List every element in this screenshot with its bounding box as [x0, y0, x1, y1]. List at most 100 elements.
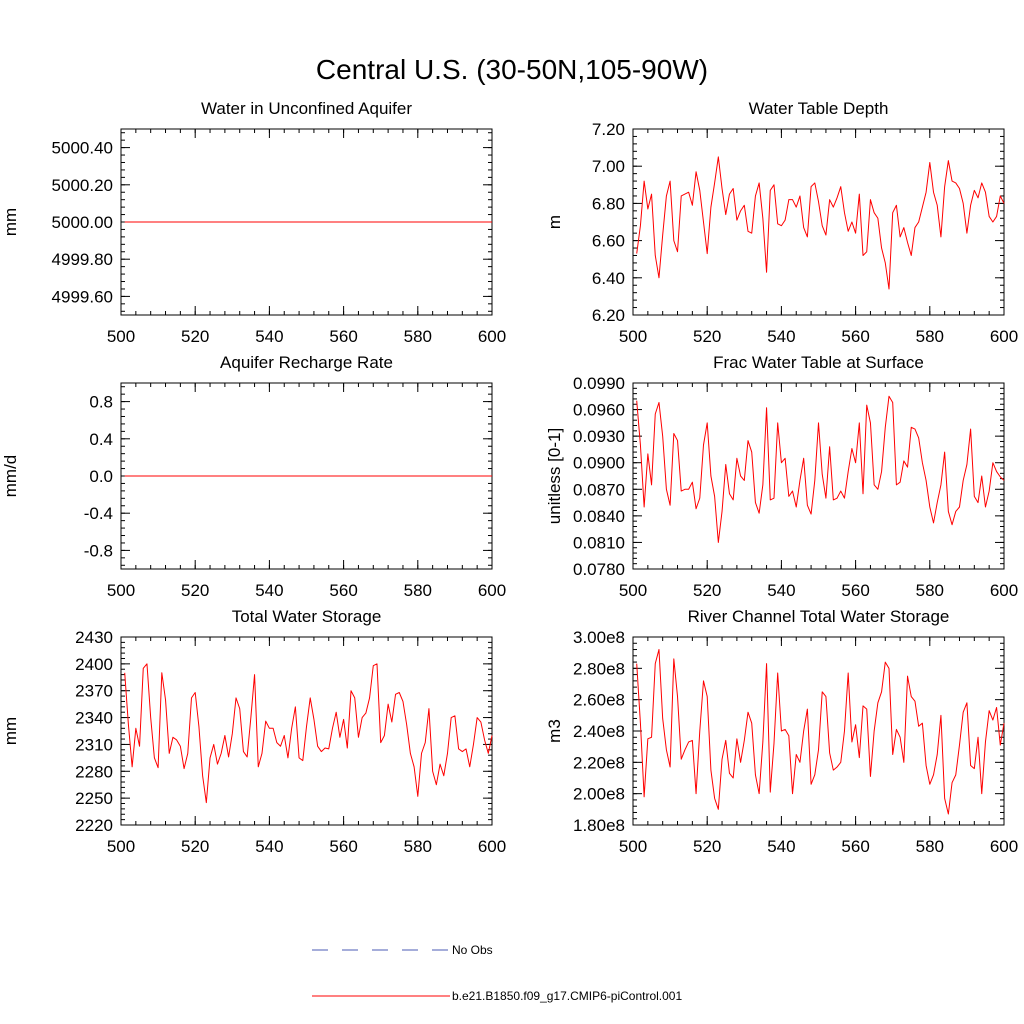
- x-tick-label: 500: [619, 327, 647, 346]
- panel-title: Aquifer Recharge Rate: [220, 353, 393, 372]
- series-line: [636, 156, 1005, 290]
- y-axis-title: mm: [1, 717, 20, 745]
- y-tick-label: 2220: [75, 816, 113, 835]
- x-tick-label: 520: [693, 581, 721, 600]
- x-tick-label: 580: [404, 581, 432, 600]
- y-axis-title: m3: [545, 719, 564, 743]
- x-tick-label: 500: [107, 837, 135, 856]
- x-tick-label: 580: [916, 837, 944, 856]
- panel-title: Water Table Depth: [749, 99, 889, 118]
- y-tick-label: 2.60e8: [573, 691, 625, 710]
- x-tick-label: 580: [404, 837, 432, 856]
- x-tick-label: 500: [619, 837, 647, 856]
- plot-frame: [120, 636, 493, 826]
- x-tick-label: 600: [990, 837, 1018, 856]
- y-tick-label: 0.0930: [573, 427, 625, 446]
- x-tick-label: 540: [767, 837, 795, 856]
- y-tick-label: 6.60: [592, 232, 625, 251]
- y-tick-label: 4999.80: [52, 250, 113, 269]
- x-tick-label: 560: [841, 837, 869, 856]
- y-tick-label: 5000.40: [52, 139, 113, 158]
- x-tick-label: 600: [478, 581, 506, 600]
- y-axis-title: unitless [0-1]: [545, 428, 564, 524]
- y-tick-label: -0.4: [84, 504, 113, 523]
- x-tick-label: 540: [255, 837, 283, 856]
- series-line: [636, 649, 1005, 815]
- panel-0: 500 520 540 560 580 600 4999.60 4999.80 5000.00 5…: [1, 99, 506, 346]
- y-tick-label: 2310: [75, 735, 113, 754]
- x-tick-label: 560: [841, 327, 869, 346]
- y-tick-label: 2.40e8: [573, 722, 625, 741]
- x-tick-label: 520: [693, 837, 721, 856]
- y-tick-label: 5000.20: [52, 176, 113, 195]
- y-tick-label: 2370: [75, 682, 113, 701]
- x-tick-label: 540: [767, 327, 795, 346]
- panel-1: 500 520 540 560 580 600 6.20 6.40 6.60 6.80 7.00 7.…: [545, 99, 1018, 346]
- x-tick-label: 600: [478, 327, 506, 346]
- y-tick-label: 2.00e8: [573, 785, 625, 804]
- x-tick-label: 540: [255, 581, 283, 600]
- panel-title: River Channel Total Water Storage: [688, 607, 950, 626]
- y-tick-label: 0.0: [89, 467, 113, 486]
- panel-title: Frac Water Table at Surface: [713, 353, 924, 372]
- panel-title: Water in Unconfined Aquifer: [201, 99, 412, 118]
- x-tick-label: 560: [329, 581, 357, 600]
- y-tick-label: 6.20: [592, 306, 625, 325]
- panel-2: 500 520 540 560 580 600 -0.8 -0.4 0.0 0.4 0.8 Aquif…: [1, 353, 506, 600]
- series-line: [636, 395, 1005, 543]
- x-tick-label: 560: [329, 327, 357, 346]
- x-tick-label: 520: [181, 837, 209, 856]
- y-tick-label: 0.0810: [573, 533, 625, 552]
- x-tick-label: 580: [916, 327, 944, 346]
- plot-frame: [632, 128, 1005, 316]
- y-tick-label: 0.0870: [573, 480, 625, 499]
- y-tick-label: 0.8: [89, 393, 113, 412]
- y-tick-label: 0.0840: [573, 507, 625, 526]
- y-tick-label: 2430: [75, 628, 113, 647]
- y-tick-label: 6.80: [592, 194, 625, 213]
- y-tick-label: 6.40: [592, 269, 625, 288]
- series-line: [124, 663, 493, 804]
- legend-label-no-obs: No Obs: [452, 943, 493, 957]
- panel-5: 500 520 540 560 580 600 1.80e8 2.00e8 2.20e8 2.40…: [545, 607, 1018, 856]
- y-tick-label: 2280: [75, 762, 113, 781]
- y-tick-label: 0.0960: [573, 401, 625, 420]
- panel-4: 500 520 540 560 580 600 2220 2250 2280 2310 2340 23…: [1, 607, 506, 856]
- y-axis-title: mm: [1, 208, 20, 236]
- x-tick-label: 540: [767, 581, 795, 600]
- y-tick-label: 0.0780: [573, 560, 625, 579]
- plot-frame: [632, 382, 1005, 570]
- y-tick-label: 2400: [75, 655, 113, 674]
- y-tick-label: 5000.00: [52, 213, 113, 232]
- y-axis-title: m: [545, 215, 564, 229]
- y-tick-label: 2.20e8: [573, 753, 625, 772]
- y-tick-label: 0.0900: [573, 454, 625, 473]
- x-tick-label: 560: [329, 837, 357, 856]
- y-tick-label: -0.8: [84, 541, 113, 560]
- panel-title: Total Water Storage: [232, 607, 382, 626]
- x-tick-label: 580: [916, 581, 944, 600]
- plot-frame: [632, 636, 1005, 826]
- y-tick-label: 2.80e8: [573, 659, 625, 678]
- x-tick-label: 500: [107, 581, 135, 600]
- x-tick-label: 600: [990, 581, 1018, 600]
- x-tick-label: 600: [478, 837, 506, 856]
- y-tick-label: 7.20: [592, 120, 625, 139]
- y-axis-title: mm/d: [1, 455, 20, 498]
- y-tick-label: 3.00e8: [573, 628, 625, 647]
- x-tick-label: 520: [181, 581, 209, 600]
- y-tick-label: 0.0990: [573, 374, 625, 393]
- main-title: Central U.S. (30-50N,105-90W): [316, 54, 708, 85]
- y-tick-label: 0.4: [89, 430, 113, 449]
- legend-label-model: b.e21.B1850.f09_g17.CMIP6-piControl.001: [452, 989, 682, 1003]
- x-tick-label: 520: [181, 327, 209, 346]
- x-tick-label: 600: [990, 327, 1018, 346]
- legend: No Obs b.e21.B1850.f09_g17.CMIP6-piContr…: [312, 943, 682, 1003]
- x-tick-label: 540: [255, 327, 283, 346]
- y-tick-label: 2340: [75, 709, 113, 728]
- x-tick-label: 560: [841, 581, 869, 600]
- x-tick-label: 580: [404, 327, 432, 346]
- x-tick-label: 500: [107, 327, 135, 346]
- y-tick-label: 1.80e8: [573, 816, 625, 835]
